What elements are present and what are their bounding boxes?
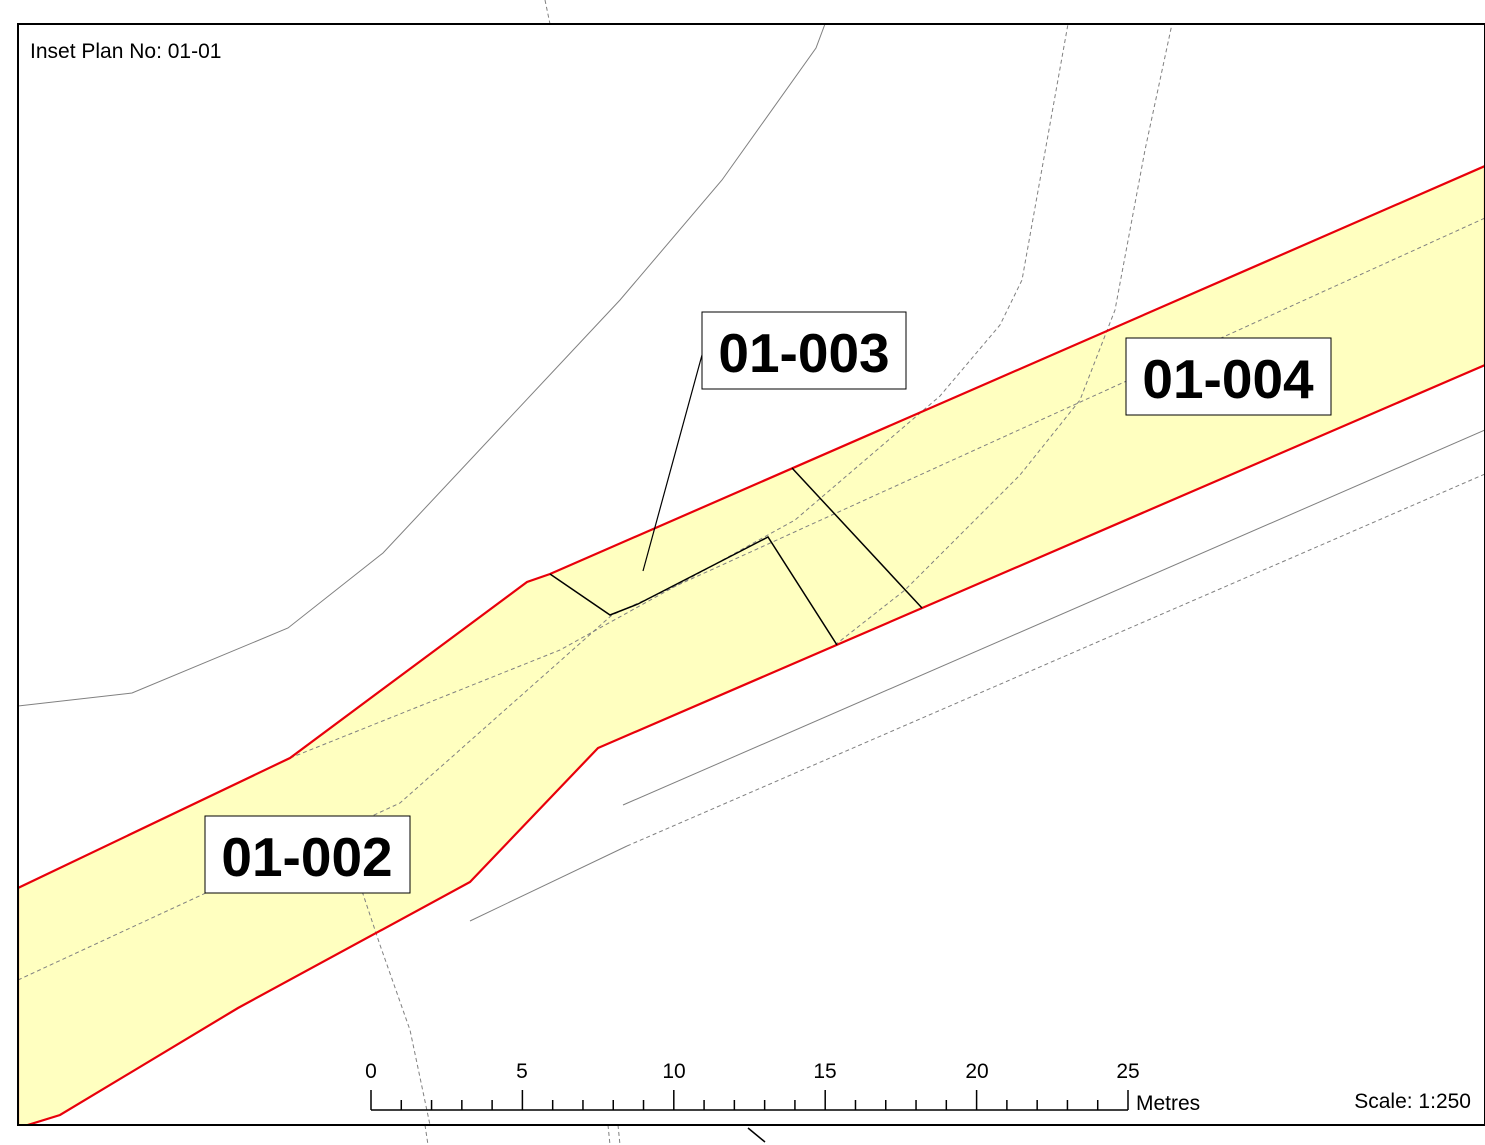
parcel-dividers [549, 467, 923, 646]
inset-title: Inset Plan No: 01-01 [30, 40, 221, 63]
scale-tick-0: 0 [365, 1060, 377, 1083]
highway-corridor [18, 166, 1485, 1125]
outside-dashed-lines [424, 0, 621, 1145]
scale-tick-10: 10 [662, 1060, 685, 1083]
parcel-label-01-003-text: 01-003 [718, 322, 889, 384]
scale-tick-15: 15 [813, 1060, 836, 1083]
parcel-label-01-002-text: 01-002 [221, 826, 392, 888]
scale-ratio: Scale: 1:250 [1354, 1090, 1471, 1113]
scale-unit: Metres [1136, 1092, 1200, 1115]
parcel-label-01-002: 01-002 [204, 815, 411, 894]
ground-features [18, 24, 1485, 922]
scale-bar: 0 5 10 15 20 25 Metres [365, 1060, 1200, 1115]
parcel-label-01-004-text: 01-004 [1142, 348, 1314, 410]
parcel-label-01-003: 01-003 [701, 311, 907, 390]
scale-tick-20: 20 [965, 1060, 988, 1083]
scale-tick-5: 5 [516, 1060, 528, 1083]
inset-frame [17, 23, 1485, 1126]
parcel-boundary [18, 164, 1485, 1125]
label-leader-01-003 [642, 354, 703, 572]
scale-tick-25: 25 [1116, 1060, 1139, 1083]
outside-solid-line [747, 1127, 766, 1143]
parcel-label-01-004: 01-004 [1125, 337, 1332, 416]
